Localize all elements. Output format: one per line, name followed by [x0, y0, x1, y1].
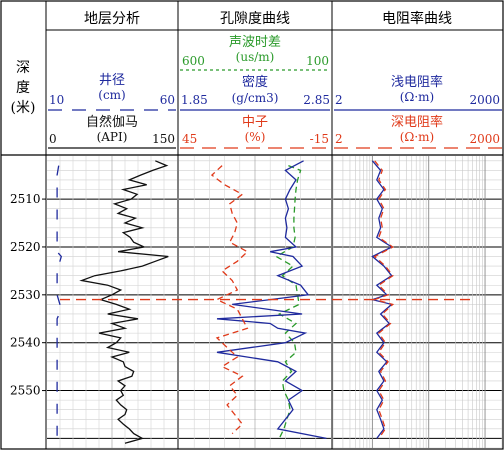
depth-axis-unit: (米) [11, 100, 36, 116]
caliper-min-label: 10 [49, 93, 64, 107]
caliper-max-label: 60 [160, 93, 175, 107]
depth-tick-label: 2520 [10, 240, 41, 254]
density-name: 密度 [242, 74, 268, 90]
deep-res-name: 深电阻率 [391, 114, 443, 130]
sonic-name: 声波时差 [229, 35, 281, 50]
neutron-min-label: 45 [182, 132, 197, 146]
gamma-max-label: 150 [152, 132, 175, 146]
track-title-1: 地层分析 [84, 11, 140, 27]
shallow-res-name: 浅电阻率 [391, 74, 443, 90]
curve-1-1 [216, 160, 327, 440]
deep-res-max-label: 2000 [469, 132, 500, 146]
log-curves [56, 160, 395, 444]
density-max-label: 2.85 [303, 93, 330, 107]
deep-res-unit: (Ω·m) [400, 130, 435, 144]
density-min-label: 1.85 [181, 93, 208, 107]
depth-tick-label: 2510 [10, 192, 41, 206]
curve-1-0 [274, 164, 302, 439]
density-unit: (g/cm3) [232, 91, 279, 105]
curve-0-0 [56, 165, 63, 439]
gamma-name: 自然伽马 [86, 114, 138, 130]
shallow-res-min-label: 2 [335, 93, 343, 107]
neutron-name: 中子 [242, 115, 268, 130]
gamma-unit: (API) [97, 130, 128, 144]
deep-res-min-label: 2 [335, 132, 343, 146]
sonic-unit: (us/m) [236, 50, 275, 64]
grid-lines [47, 156, 503, 449]
gamma-min-label: 0 [49, 132, 57, 146]
caliper-name: 井径 [99, 73, 125, 88]
sonic-min-label: 600 [182, 54, 205, 68]
curve-2-1 [372, 160, 395, 439]
depth-tick-label: 2550 [10, 384, 41, 398]
track-title-2: 孔隙度曲线 [220, 11, 290, 27]
depth-axis-title-char-1: 深 [16, 60, 30, 76]
shallow-res-unit: (Ω·m) [400, 90, 435, 104]
neutron-unit: (%) [245, 130, 266, 144]
curve-1-2 [210, 165, 249, 435]
depth-ticks: 2510 2520 2530 2540 2550 [10, 192, 46, 398]
sonic-max-label: 100 [306, 54, 329, 68]
track-title-3: 电阻率曲线 [382, 10, 452, 27]
caliper-unit: (cm) [98, 88, 125, 102]
shallow-res-max-label: 2000 [469, 93, 500, 107]
depth-tick-label: 2540 [10, 336, 41, 350]
depth-axis-title-char-2: 度 [16, 80, 30, 96]
neutron-max-label: -15 [310, 132, 329, 146]
curve-0-1 [79, 160, 169, 444]
depth-tick-label: 2530 [10, 288, 41, 302]
